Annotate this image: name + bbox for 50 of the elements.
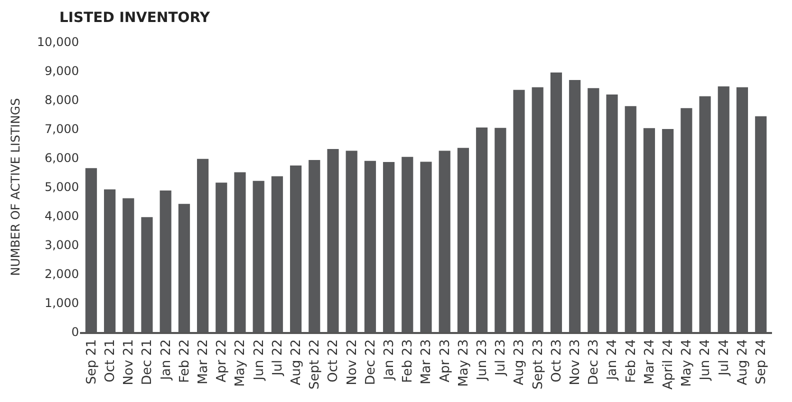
x-tick-label: Sep 24 xyxy=(754,339,770,384)
x-tick-label: Jun 24 xyxy=(698,339,714,382)
x-tick-label: Jul 24 xyxy=(716,339,732,377)
x-tick-label: April 24 xyxy=(661,339,676,390)
y-tick-label: 5,000 xyxy=(44,180,79,194)
x-tick-label: Dec 23 xyxy=(586,339,602,386)
y-tick-label: 0 xyxy=(71,325,79,340)
x-tick-label: Oct 21 xyxy=(102,339,118,382)
x-tick-label: Aug 23 xyxy=(512,339,528,386)
x-tick-label: Sept 22 xyxy=(308,339,323,390)
x-tick-label: Oct 22 xyxy=(326,339,342,382)
x-tick-label: Sept 23 xyxy=(530,339,546,390)
x-tick-label: Oct 23 xyxy=(549,339,564,382)
x-tick-label: May 22 xyxy=(233,339,248,387)
y-tick-label: 6,000 xyxy=(44,151,79,166)
x-tick-label: May 23 xyxy=(456,339,472,387)
x-tick-label: Apr 23 xyxy=(438,339,453,382)
x-tick-label: Mar 24 xyxy=(642,339,658,384)
x-tick-label: Jun 22 xyxy=(252,339,267,382)
y-tick-label: 2,000 xyxy=(44,267,79,282)
x-tick-label: Nov 23 xyxy=(568,339,584,386)
y-tick-label: 1,000 xyxy=(44,296,79,310)
x-tick-label: Jul 22 xyxy=(270,339,286,377)
x-tick-label: Dec 21 xyxy=(140,339,156,386)
x-tick-label: Jan 24 xyxy=(605,339,620,381)
y-tick-label: 10,000 xyxy=(37,35,79,50)
y-tick-label: 3,000 xyxy=(44,238,79,252)
x-tick-label: Aug 24 xyxy=(735,339,750,386)
x-tick-label: Dec 22 xyxy=(363,339,378,386)
x-tick-label: Jun 23 xyxy=(475,339,490,382)
x-tick-label: Feb 23 xyxy=(400,339,416,383)
y-axis-title: NUMBER OF ACTIVE LISTINGS xyxy=(8,98,22,276)
x-tick-label: Mar 22 xyxy=(196,339,211,384)
x-tick-label: Nov 22 xyxy=(344,339,360,386)
y-tick-label: 4,000 xyxy=(44,209,79,224)
chart-title: LISTED INVENTORY xyxy=(59,10,211,26)
x-tick-label: Sep 21 xyxy=(84,339,100,384)
x-tick-label: May 24 xyxy=(680,339,695,387)
x-tick-label: Aug 22 xyxy=(289,339,304,386)
x-tick-label: Nov 21 xyxy=(122,339,137,386)
x-tick-label: Jul 23 xyxy=(494,339,509,377)
y-tick-label: 9,000 xyxy=(44,64,79,78)
y-tick-label: 7,000 xyxy=(44,122,79,136)
x-tick-label: Apr 22 xyxy=(214,339,230,382)
x-tick-label: Feb 24 xyxy=(624,339,639,383)
x-tick-label: Mar 23 xyxy=(419,339,434,384)
x-tick-label: Jan 23 xyxy=(382,339,398,381)
x-tick-label: Feb 22 xyxy=(177,339,192,383)
y-tick-label: 8,000 xyxy=(44,93,79,108)
x-tick-label: Jan 22 xyxy=(158,339,174,381)
